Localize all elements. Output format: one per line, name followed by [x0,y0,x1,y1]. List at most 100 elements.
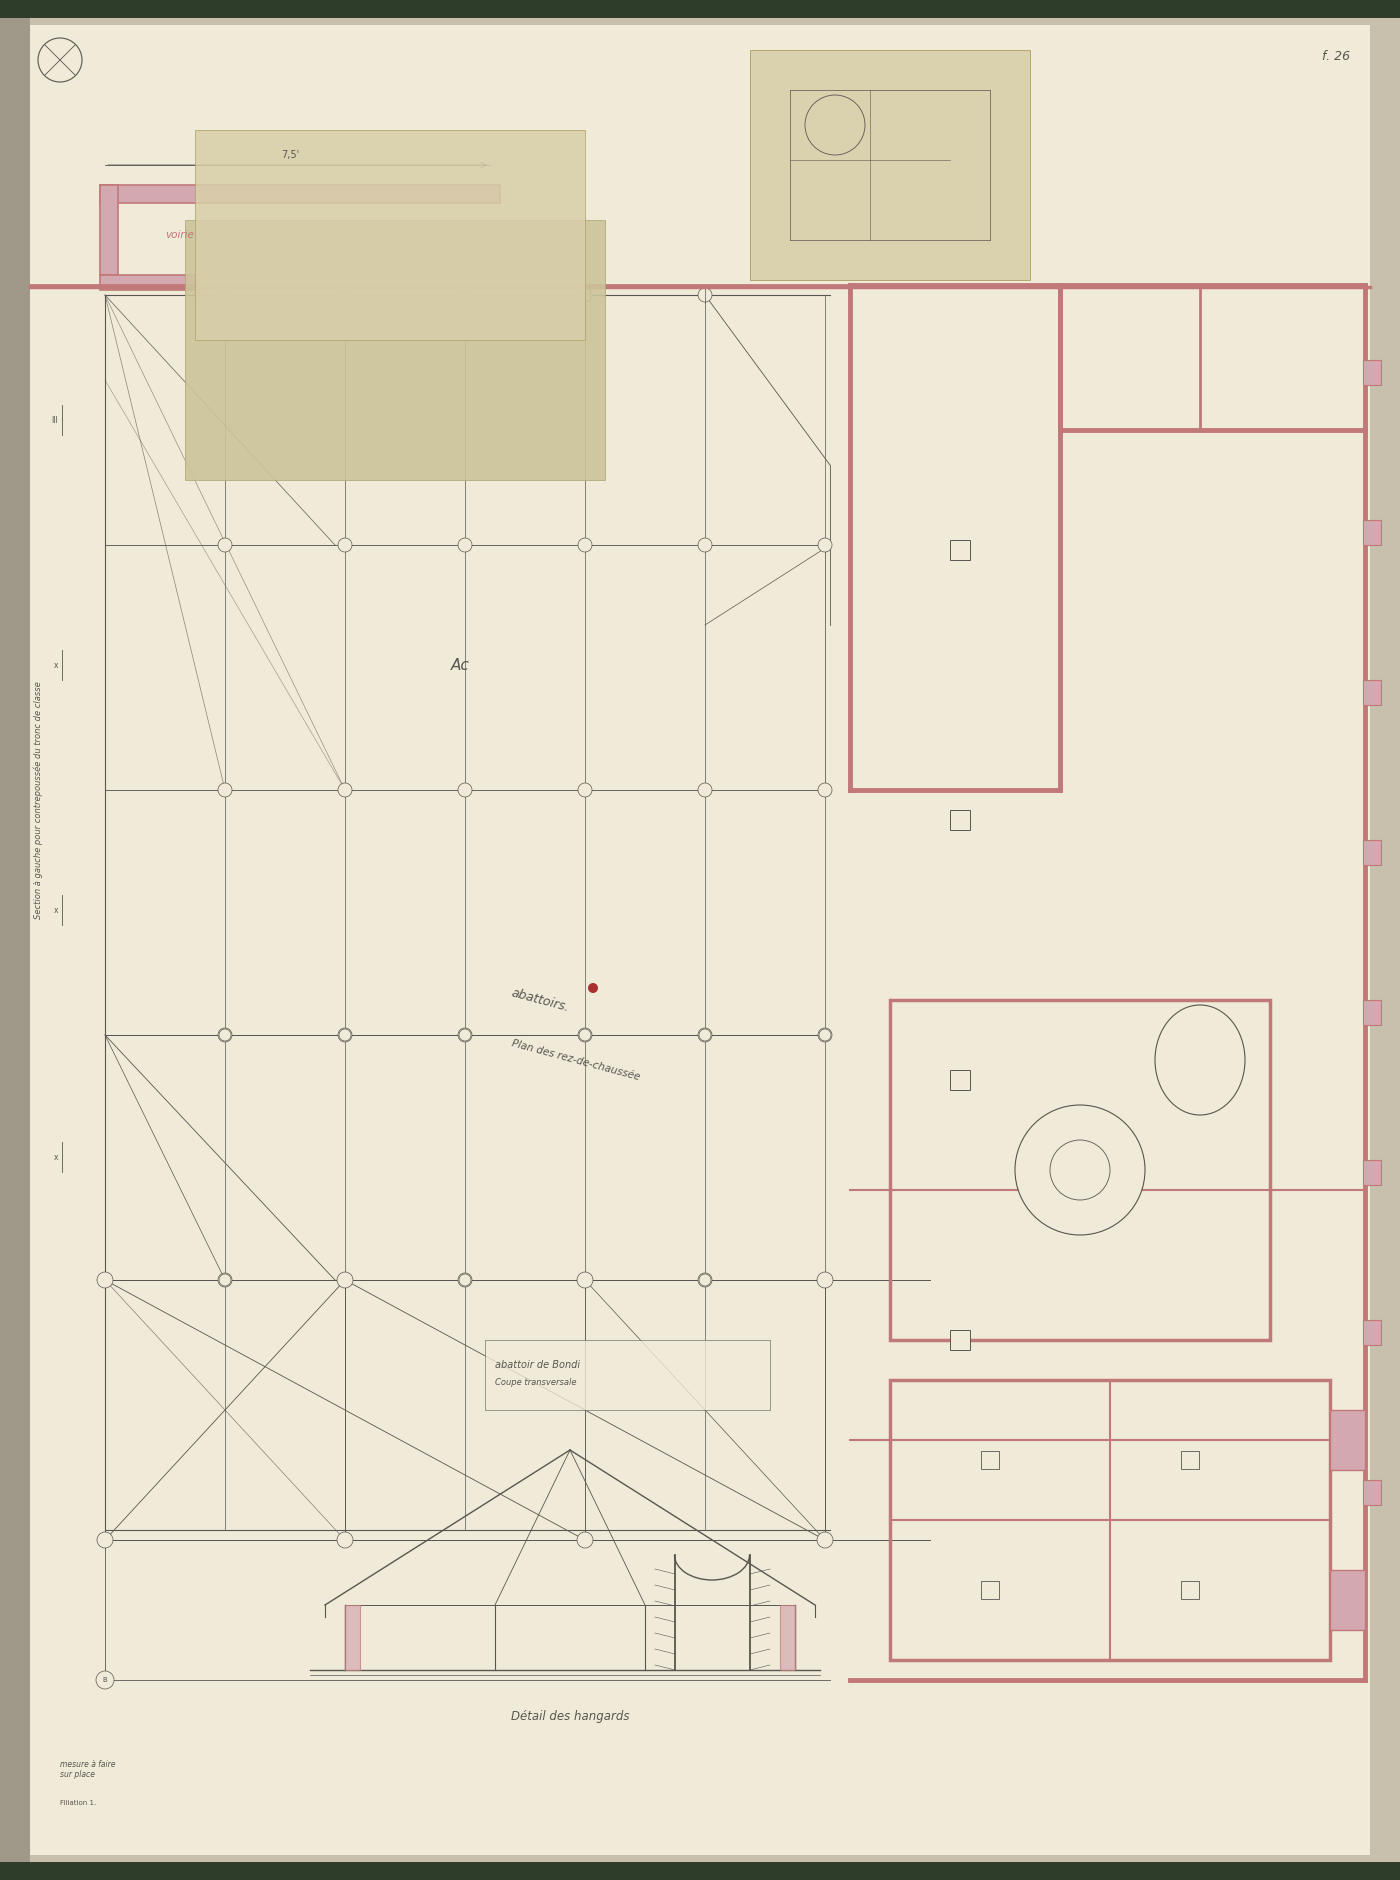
Circle shape [337,1273,351,1288]
Circle shape [337,538,351,553]
Circle shape [337,1532,353,1547]
Circle shape [577,1532,594,1547]
Circle shape [819,1028,832,1042]
Circle shape [699,1028,711,1042]
Circle shape [818,1532,833,1547]
Text: x: x [53,1152,57,1162]
Bar [1182,1581,1198,1600]
Circle shape [458,782,472,797]
Bar [780,1606,795,1669]
Circle shape [459,1028,470,1042]
Bar [200,248,216,290]
Bar [484,1340,770,1410]
Bar [1364,681,1380,705]
Text: Ac: Ac [451,658,469,673]
Text: B: B [102,1677,108,1683]
Circle shape [699,1028,713,1042]
Bar [99,274,200,290]
Bar [99,184,118,274]
Bar [118,203,468,258]
Circle shape [339,1275,351,1286]
Circle shape [819,1275,832,1286]
Text: Détail des hangards: Détail des hangards [511,1711,629,1722]
Circle shape [818,1273,832,1288]
Text: mesure à faire
sur place: mesure à faire sur place [60,1760,116,1778]
Circle shape [337,1028,351,1042]
Text: x: x [53,660,57,669]
Bar [0,0,29,1880]
Circle shape [218,288,232,303]
Bar [195,130,585,340]
Circle shape [337,288,351,303]
Text: Plan des rez-de-chaussée: Plan des rez-de-chaussée [510,1038,641,1083]
Bar [344,1606,360,1669]
Circle shape [458,1028,472,1042]
Bar [0,1861,1400,1880]
Bar [185,220,605,479]
Circle shape [458,1273,472,1288]
Circle shape [578,1028,592,1042]
Circle shape [337,1273,353,1288]
Bar [1330,1570,1365,1630]
Ellipse shape [1155,1006,1245,1115]
Text: III: III [52,415,57,425]
Text: Filiation 1.: Filiation 1. [60,1799,97,1807]
Circle shape [337,782,351,797]
Circle shape [218,782,232,797]
Circle shape [578,782,592,797]
Bar [1330,1410,1365,1470]
Circle shape [459,1275,470,1286]
Bar [0,0,1400,19]
Bar [99,184,500,203]
Circle shape [218,538,232,553]
Circle shape [97,1532,113,1547]
Circle shape [699,288,713,303]
Bar [750,51,1030,280]
Bar [951,810,970,829]
Circle shape [578,538,592,553]
Bar [1364,1160,1380,1184]
Circle shape [699,538,713,553]
Circle shape [218,1028,231,1042]
Circle shape [818,1028,832,1042]
Bar [1364,840,1380,865]
Bar [105,545,825,790]
Text: Section à gauche pour contrepoussée du tronc de classe: Section à gauche pour contrepoussée du t… [34,681,43,919]
Text: f. 26: f. 26 [1322,51,1350,64]
Circle shape [577,1273,594,1288]
Bar [1364,1320,1380,1344]
Circle shape [1015,1105,1145,1235]
Bar [951,1070,970,1090]
Circle shape [818,538,832,553]
Circle shape [580,1275,591,1286]
Bar [890,1380,1330,1660]
Circle shape [97,1671,113,1688]
Circle shape [818,1273,833,1288]
Circle shape [818,782,832,797]
Circle shape [218,1028,232,1042]
Circle shape [218,1275,231,1286]
Bar [981,1451,1000,1468]
Circle shape [699,1275,711,1286]
Circle shape [97,1273,113,1288]
Circle shape [1050,1139,1110,1199]
Bar [1364,1000,1380,1025]
Text: abattoir de Bondi: abattoir de Bondi [496,1359,580,1371]
Circle shape [458,538,472,553]
Bar [951,540,970,560]
Bar [890,1000,1270,1340]
Bar [1364,359,1380,385]
Circle shape [578,1273,592,1288]
Text: abattoirs.: abattoirs. [510,985,571,1013]
Text: voirie: voirie [165,229,193,241]
Bar [1364,1480,1380,1506]
Circle shape [458,288,472,303]
Bar [981,1581,1000,1600]
Circle shape [588,983,598,993]
Bar [951,1329,970,1350]
Circle shape [699,782,713,797]
Text: x: x [53,906,57,914]
Circle shape [580,1028,591,1042]
Bar [1182,1451,1198,1468]
Bar [1364,521,1380,545]
